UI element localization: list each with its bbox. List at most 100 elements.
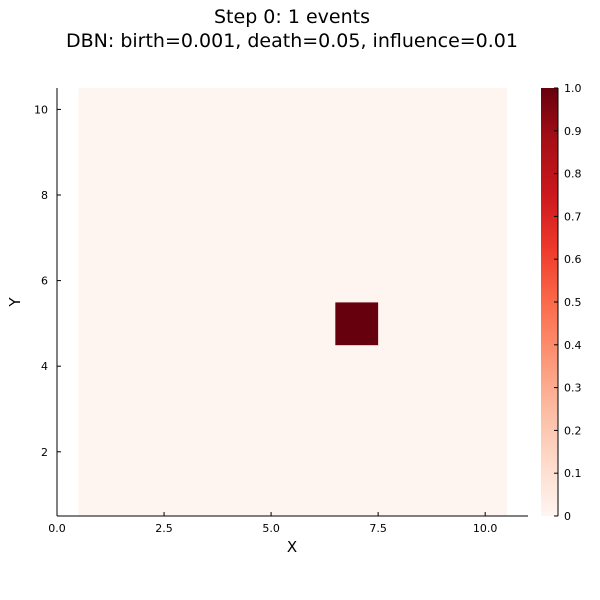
heatmap-cell: [420, 387, 465, 431]
x-axis-ticks: 0.0 2.5 5.0 7.5 10.0: [48, 512, 497, 535]
heatmap-cell: [463, 88, 507, 132]
heatmap-cell: [206, 88, 251, 132]
heatmap-cell: [420, 88, 465, 132]
colorbar-tick-label: 0: [564, 510, 571, 523]
y-tick-label: 6: [41, 275, 48, 288]
colorbar-tick-label: 0.8: [564, 168, 582, 181]
heatmap-cell: [164, 302, 208, 346]
y-tick-label: 2: [41, 446, 48, 459]
y-axis-label: Y: [6, 297, 24, 308]
heatmap-cell: [292, 88, 336, 132]
heatmap-cell: [206, 430, 251, 474]
heatmap-cell: [164, 473, 208, 517]
heatmap-cell: [335, 259, 379, 303]
heatmap-cells: [78, 88, 507, 517]
y-tick-label: 4: [41, 360, 48, 373]
heatmap-cell: [78, 473, 122, 517]
heatmap-cell: [249, 473, 293, 517]
heatmap-cell: [292, 344, 336, 388]
heatmap-cell: [335, 430, 379, 474]
heatmap-cell: [378, 473, 422, 517]
heatmap-cell: [378, 259, 422, 303]
heatmap-cell: [420, 473, 465, 517]
heatmap-cell: [420, 344, 465, 388]
heatmap-cell: [121, 130, 165, 174]
y-axis-ticks: 2 4 6 8 10: [34, 103, 61, 459]
heatmap-cell: [78, 130, 122, 174]
heatmap-cell: [249, 302, 293, 346]
colorbar-tick-label: 0.6: [564, 253, 582, 266]
heatmap-cell: [206, 173, 251, 217]
heatmap-cell: [206, 473, 251, 517]
heatmap-cell: [164, 173, 208, 217]
heatmap-cell: [335, 216, 379, 260]
heatmap-cell-active: [335, 302, 379, 346]
colorbar-tick-label: 0.1: [564, 467, 582, 480]
chart-subtitle: DBN: birth=0.001, death=0.05, influence=…: [66, 30, 518, 52]
heatmap-cell: [420, 259, 465, 303]
heatmap-cell: [420, 430, 465, 474]
y-tick-label: 8: [41, 189, 48, 202]
heatmap-cell: [164, 259, 208, 303]
heatmap-cell: [420, 173, 465, 217]
heatmap-cell: [206, 259, 251, 303]
heatmap-cell: [78, 430, 122, 474]
heatmap-cell: [378, 173, 422, 217]
heatmap-cell: [121, 173, 165, 217]
heatmap-cell: [78, 88, 122, 132]
x-tick-label: 7.5: [369, 522, 387, 535]
heatmap-cell: [78, 387, 122, 431]
colorbar-tick-label: 0.7: [564, 210, 582, 223]
heatmap-cell: [121, 430, 165, 474]
colorbar-tick-label: 0.5: [564, 296, 582, 309]
heatmap-cell: [292, 216, 336, 260]
heatmap-cell: [164, 88, 208, 132]
heatmap-cell: [292, 130, 336, 174]
colorbar-tick-label: 0.2: [564, 424, 582, 437]
heatmap-cell: [249, 430, 293, 474]
heatmap-cell: [335, 473, 379, 517]
heatmap-cell: [121, 473, 165, 517]
colorbar-tick-label: 1.0: [564, 82, 582, 95]
heatmap-cell: [121, 216, 165, 260]
heatmap-cell: [378, 216, 422, 260]
heatmap-cell: [378, 88, 422, 132]
heatmap-cell: [420, 130, 465, 174]
heatmap-cell: [249, 88, 293, 132]
heatmap-cell: [335, 88, 379, 132]
heatmap-cell: [206, 344, 251, 388]
heatmap-cell: [121, 88, 165, 132]
heatmap-cell: [121, 259, 165, 303]
heatmap-cell: [335, 387, 379, 431]
heatmap-cell: [463, 173, 507, 217]
heatmap-cell: [164, 130, 208, 174]
heatmap-cell: [335, 344, 379, 388]
heatmap-cell: [378, 130, 422, 174]
heatmap-cell: [463, 430, 507, 474]
x-tick-label: 0.0: [48, 522, 66, 535]
heatmap-cell: [78, 173, 122, 217]
heatmap-cell: [292, 473, 336, 517]
heatmap-cell: [463, 473, 507, 517]
heatmap-cell: [249, 216, 293, 260]
heatmap-cell: [292, 173, 336, 217]
heatmap-cell: [249, 130, 293, 174]
heatmap-cell: [292, 302, 336, 346]
colorbar: 0 0.1 0.2 0.3 0.4 0.5 0.6 0.7 0.8 0.9 1.0: [541, 82, 582, 523]
heatmap-cell: [78, 302, 122, 346]
x-tick-label: 5.0: [262, 522, 280, 535]
chart-title: Step 0: 1 events: [214, 6, 370, 28]
heatmap-cell: [463, 302, 507, 346]
heatmap-cell: [292, 430, 336, 474]
heatmap-cell: [463, 130, 507, 174]
heatmap-cell: [463, 344, 507, 388]
x-tick-label: 2.5: [155, 522, 173, 535]
heatmap-cell: [121, 344, 165, 388]
heatmap-cell: [378, 387, 422, 431]
heatmap-cell: [249, 344, 293, 388]
heatmap-cell: [335, 173, 379, 217]
heatmap-cell: [378, 302, 422, 346]
heatmap-cell: [249, 259, 293, 303]
plot-axes: [56, 88, 528, 517]
